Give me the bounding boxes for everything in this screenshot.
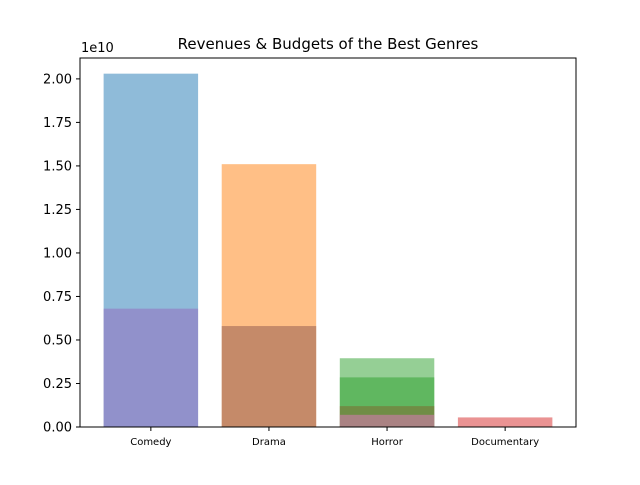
chart-title: Revenues & Budgets of the Best Genres — [178, 35, 479, 53]
y-tick-label: 0.00 — [43, 421, 72, 436]
x-tick-label-drama: Drama — [252, 437, 286, 448]
y-tick-label: 1.75 — [43, 116, 72, 131]
bar-comedy-series-5 — [103, 308, 199, 427]
x-tick-label-horror: Horror — [371, 437, 404, 448]
y-tick-label: 1.25 — [43, 203, 72, 218]
y-tick-label: 0.75 — [43, 290, 72, 305]
plot-frame — [79, 57, 577, 428]
x-tick-label-comedy: Comedy — [130, 437, 171, 448]
y-tick-label: 1.50 — [43, 159, 72, 174]
x-axis: Comedy Drama Horror Documentary — [130, 427, 539, 448]
bar-drama-series-6 — [221, 326, 317, 427]
y-axis-offset-label: 1e10 — [81, 41, 114, 56]
bar-horror-series-8 — [339, 414, 435, 427]
y-axis: 0.00 0.25 0.50 0.75 1.00 1.25 1.50 1.75 2.00 — [43, 72, 80, 436]
bar-documentary-series-4 — [457, 417, 553, 427]
x-tick-label-documentary: Documentary — [471, 437, 539, 448]
y-tick-label: 1.00 — [43, 246, 72, 261]
y-tick-label: 0.25 — [43, 377, 72, 392]
y-tick-label: 2.00 — [43, 72, 72, 87]
y-tick-label: 0.50 — [43, 333, 72, 348]
bars-group — [103, 73, 553, 427]
